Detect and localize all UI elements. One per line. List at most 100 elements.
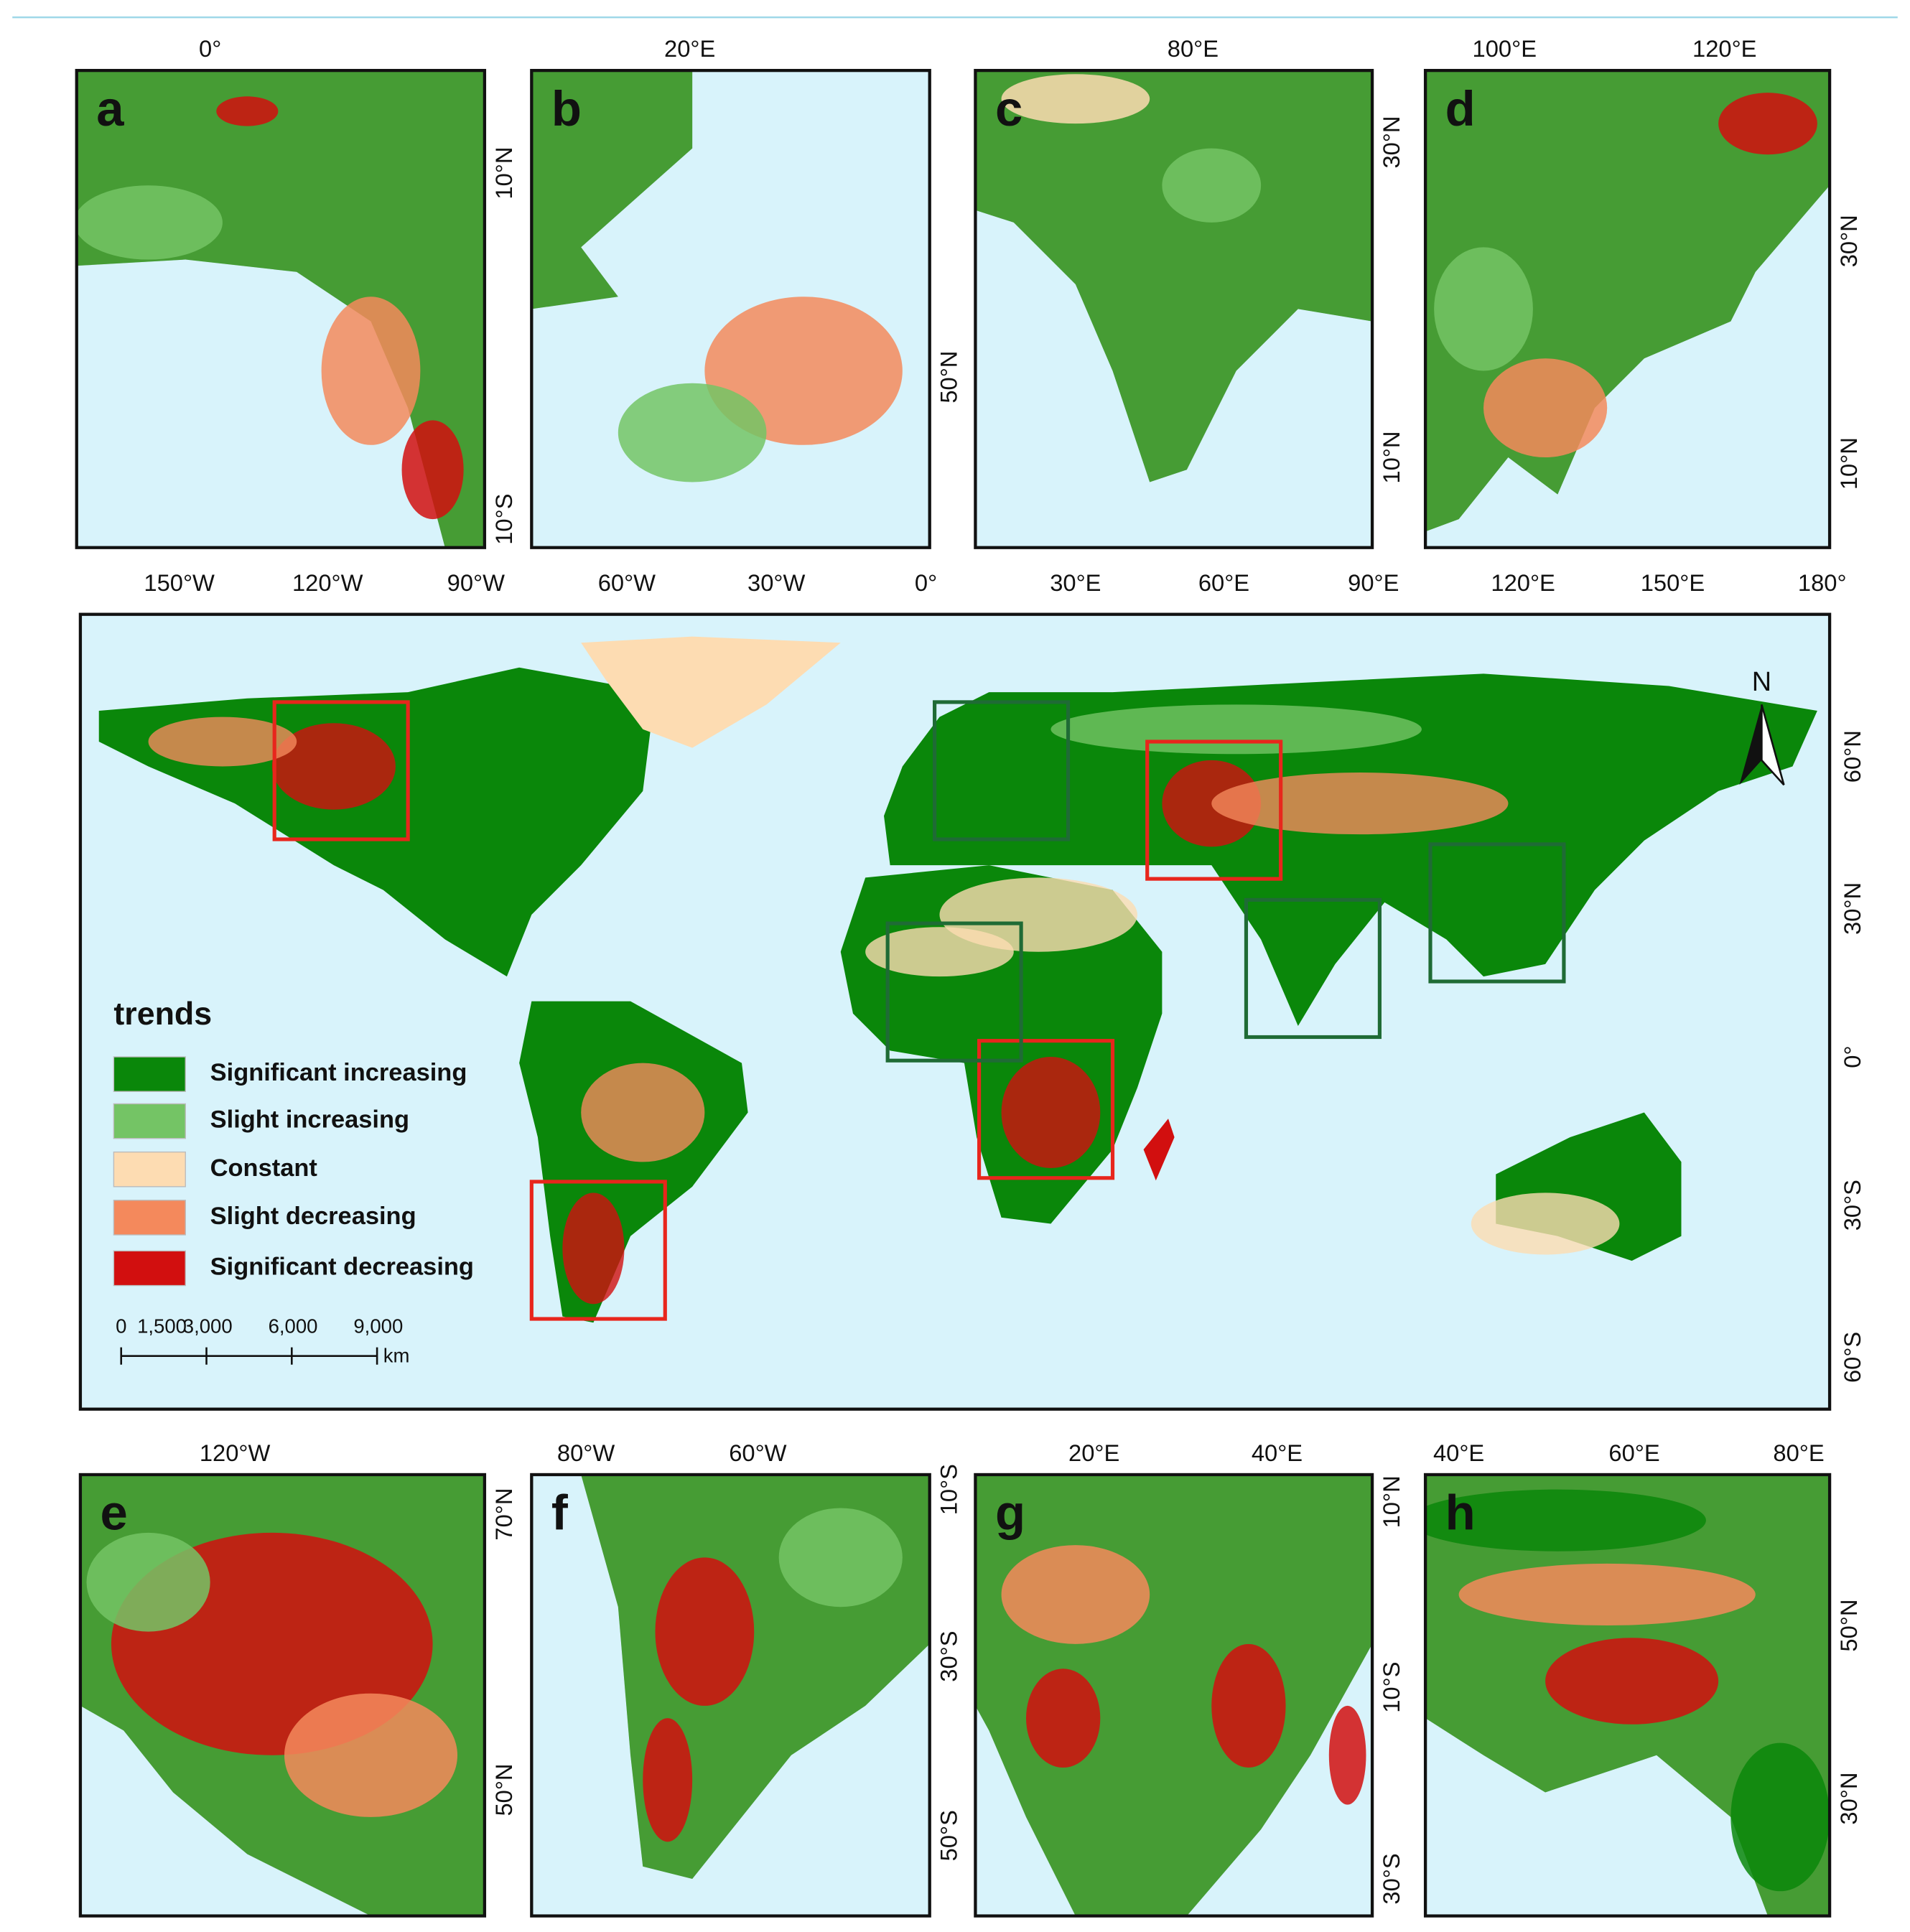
region-box xyxy=(1428,842,1566,984)
trend-patch xyxy=(1718,93,1817,155)
trend-patch xyxy=(1545,1638,1719,1725)
land xyxy=(1143,1119,1175,1181)
trend-patch xyxy=(1050,704,1422,755)
panel-frame xyxy=(974,68,1374,549)
region-box xyxy=(272,700,410,841)
legend-label: Significant increasing xyxy=(210,1059,467,1086)
north-arrow xyxy=(1739,704,1762,785)
scale-label: 1,500 xyxy=(137,1315,187,1337)
panel-label: b xyxy=(551,81,582,136)
trend-patch xyxy=(321,297,421,445)
trend-patch xyxy=(1025,1669,1101,1768)
legend-label: Significant decreasing xyxy=(210,1254,474,1281)
side-tick-label: 10°N xyxy=(1378,1475,1404,1528)
panel-frame xyxy=(1423,68,1832,549)
trend-patch xyxy=(1001,74,1150,124)
scale-label: 0 xyxy=(116,1315,126,1337)
panel-frame xyxy=(530,68,931,549)
panel-frame xyxy=(530,1473,931,1918)
legend-swatch xyxy=(113,1056,186,1092)
panel-label: h xyxy=(1445,1485,1476,1541)
land xyxy=(531,70,693,309)
side-tick-label: 30°N xyxy=(1378,116,1404,168)
trend-patch xyxy=(1730,1742,1830,1892)
top-tick-label: 40°E xyxy=(1433,1439,1484,1466)
land-texture xyxy=(531,70,693,309)
trend-patch xyxy=(1483,358,1608,458)
top-tick-label: 120°E xyxy=(1692,35,1756,62)
legend-label: Slight decreasing xyxy=(210,1203,416,1230)
trend-patch xyxy=(939,877,1137,952)
north-arrow xyxy=(1761,704,1785,786)
trend-patch xyxy=(76,185,223,260)
land-texture xyxy=(975,70,1373,482)
scale-label: 3,000 xyxy=(183,1315,233,1337)
scale-label: 6,000 xyxy=(269,1315,318,1337)
panel-1 xyxy=(531,70,930,548)
side-tick-label: 30°N xyxy=(1835,215,1862,267)
scale-unit: km xyxy=(383,1345,410,1367)
trend-patch xyxy=(562,1193,625,1305)
trend-patch xyxy=(778,1508,903,1607)
top-tick-label: 30°E xyxy=(1050,569,1101,596)
trend-patch xyxy=(86,1532,210,1632)
panel-label: f xyxy=(551,1485,569,1541)
panel-0 xyxy=(76,70,485,548)
side-tick-label: 30°S xyxy=(1839,1180,1865,1231)
side-tick-label: 60°N xyxy=(1839,730,1865,783)
top-tick-label: 40°E xyxy=(1252,1439,1303,1466)
panel-frame xyxy=(75,68,487,549)
top-tick-label: 120°W xyxy=(292,569,363,596)
side-tick-label: 50°S xyxy=(936,1810,962,1861)
side-tick-label: 30°N xyxy=(1835,1773,1862,1825)
panel-frame xyxy=(78,1473,487,1918)
panel-7 xyxy=(1425,1474,1830,1916)
main-frame xyxy=(78,612,1832,1411)
trend-patch xyxy=(655,1557,755,1706)
side-tick-label: 10°S xyxy=(1378,1661,1404,1712)
land xyxy=(975,70,1373,482)
side-tick-label: 0° xyxy=(1839,1045,1865,1068)
top-tick-label: 80°W xyxy=(557,1439,615,1466)
legend-swatch xyxy=(113,1103,186,1139)
top-tick-label: 150°E xyxy=(1641,569,1705,596)
trend-patch xyxy=(1328,1705,1366,1805)
top-tick-label: 0° xyxy=(199,35,221,62)
side-tick-label: 10°S xyxy=(936,1464,962,1515)
trend-patch xyxy=(1001,1057,1101,1168)
land xyxy=(581,636,841,748)
side-tick-label: 30°S xyxy=(936,1630,962,1681)
north-label: N xyxy=(1752,667,1771,697)
region-box xyxy=(1244,897,1382,1040)
top-tick-label: 20°E xyxy=(1068,1439,1119,1466)
panel-frame xyxy=(1423,1473,1832,1918)
panel-label: c xyxy=(995,81,1022,136)
side-tick-label: 10°S xyxy=(490,493,517,544)
trend-patch xyxy=(148,717,297,767)
legend-label: Constant xyxy=(210,1154,318,1182)
trend-patch xyxy=(284,1693,458,1817)
trend-patch xyxy=(216,96,279,126)
top-tick-label: 90°W xyxy=(447,569,505,596)
panel-4 xyxy=(80,1474,485,1916)
trend-patch xyxy=(401,420,464,520)
side-tick-label: 50°N xyxy=(936,351,962,403)
trend-patch xyxy=(1434,247,1533,371)
trend-patch xyxy=(1162,148,1262,223)
top-tick-label: 100°E xyxy=(1473,35,1537,62)
trend-patch xyxy=(643,1718,693,1842)
panel-label: g xyxy=(995,1485,1025,1541)
trend-patch xyxy=(1001,1545,1150,1644)
top-tick-label: 80°E xyxy=(1168,35,1219,62)
trend-patch xyxy=(1211,773,1509,835)
legend-title: trends xyxy=(113,996,212,1032)
panel-3 xyxy=(1425,70,1830,548)
region-box xyxy=(529,1180,667,1321)
panel-frame xyxy=(974,1473,1374,1918)
top-tick-label: 60°E xyxy=(1198,569,1249,596)
top-tick-label: 60°W xyxy=(729,1439,786,1466)
side-tick-label: 50°N xyxy=(1835,1599,1862,1651)
top-tick-label: 180° xyxy=(1798,569,1847,596)
trend-patch xyxy=(1211,1643,1286,1768)
region-box xyxy=(1145,739,1283,881)
